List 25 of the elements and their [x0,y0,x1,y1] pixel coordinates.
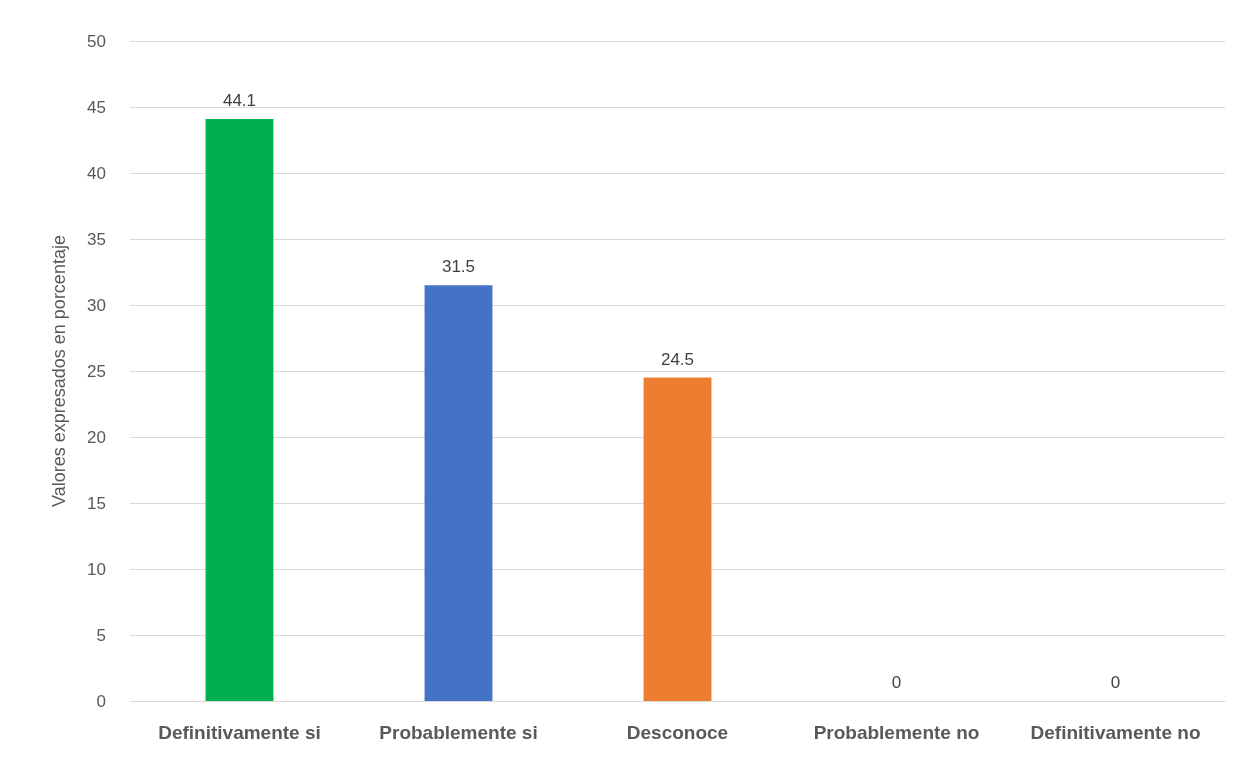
data-label: 31.5 [441,257,476,277]
y-tick-label: 20 [87,427,106,447]
x-tick-label: Probablemente no [813,722,980,743]
data-label: 0 [891,673,902,692]
x-tick-label: Desconoce [626,722,729,743]
y-tick-label: 45 [87,97,106,117]
data-label: 44.1 [222,90,257,110]
y-axis-title: Valores expresados en porcentaje [49,235,69,507]
data-label: 0 [1110,673,1121,692]
y-tick-label: 10 [87,559,106,579]
x-tick-label: Probablemente si [379,722,538,743]
y-tick-label: 5 [96,625,106,645]
y-tick-label: 30 [87,295,106,315]
y-tick-label: 0 [96,691,106,711]
y-tick-label: 25 [87,361,106,381]
y-tick-label: 35 [87,229,106,249]
data-label: 24.5 [660,349,695,369]
bar [424,285,493,701]
y-tick-label: 15 [87,493,106,513]
bar [643,377,712,701]
x-tick-label: Definitivamente si [158,722,321,743]
y-tick-label: 50 [87,31,106,51]
y-tick-label: 40 [87,163,106,183]
x-tick-label: Definitivamente no [1030,722,1201,743]
bar [205,118,274,701]
